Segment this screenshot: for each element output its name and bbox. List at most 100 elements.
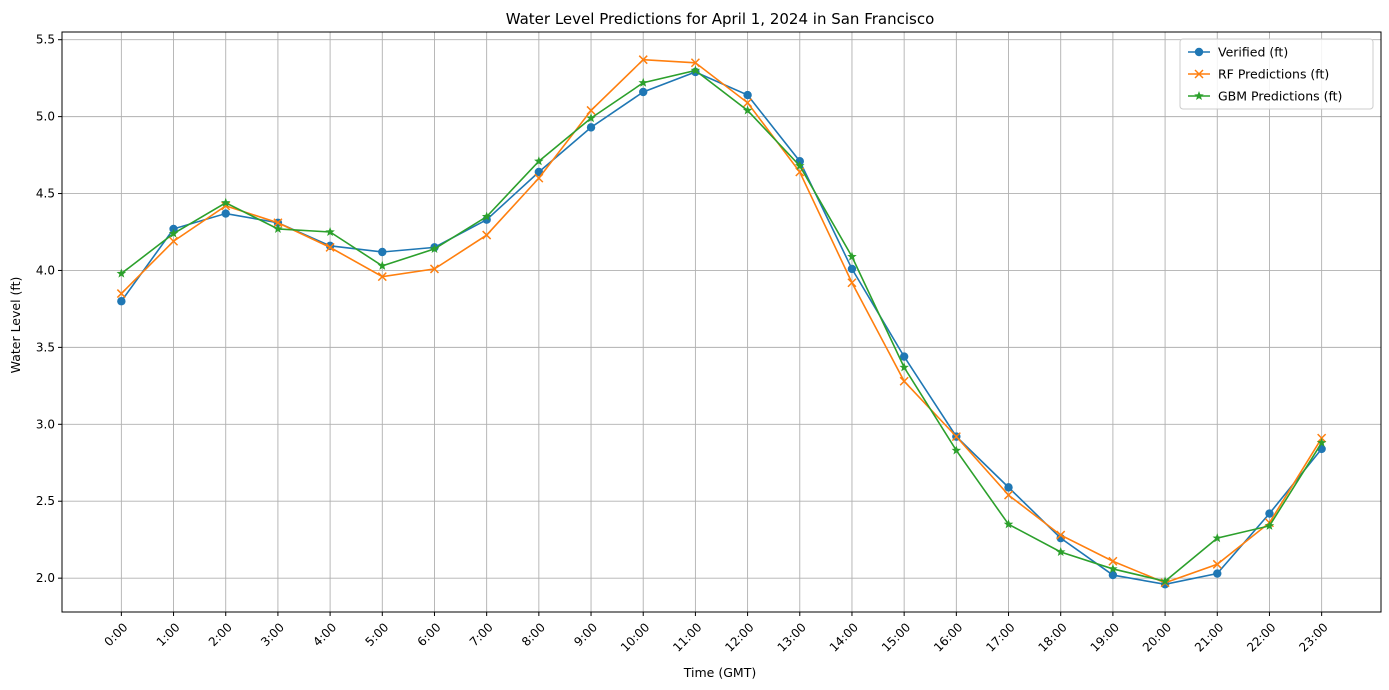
x-tick-label: 20:00 — [1140, 620, 1174, 654]
data-point — [325, 242, 335, 252]
data-point — [743, 98, 753, 108]
data-point — [899, 376, 909, 386]
data-point — [429, 264, 440, 274]
x-tick-label: 7:00 — [467, 620, 496, 649]
data-point — [221, 209, 230, 218]
x-tick-label: 18:00 — [1035, 620, 1069, 654]
x-tick-label: 5:00 — [362, 620, 391, 649]
data-point — [1055, 547, 1066, 557]
legend-marker — [1194, 91, 1204, 101]
data-point — [377, 260, 388, 270]
legend-label: Verified (ft) — [1218, 45, 1288, 60]
x-tick-label: 4:00 — [310, 620, 339, 649]
x-tick-label: 19:00 — [1088, 620, 1122, 654]
x-tick-label: 2:00 — [206, 620, 235, 649]
legend-marker — [1194, 69, 1204, 79]
data-point — [1213, 569, 1222, 578]
series-line — [120, 58, 1323, 584]
data-point — [220, 197, 231, 207]
data-point — [534, 156, 544, 166]
data-point — [377, 272, 387, 282]
data-point — [1108, 570, 1118, 580]
legend-label: GBM Predictions (ft) — [1218, 89, 1342, 104]
axes: 0:00 1:00 2:00 3:00 4:00 5:00 6:00 7:00 8:00 9:00… — [36, 31, 1382, 655]
data-point — [482, 230, 492, 240]
y-axis-label: Water Level (ft) — [8, 277, 23, 374]
y-tick-label: 5.0 — [36, 110, 55, 124]
x-tick-label: 11:00 — [670, 620, 704, 654]
data-point — [273, 218, 283, 228]
data-point — [221, 201, 231, 211]
x-tick-label: 21:00 — [1192, 620, 1226, 654]
x-tick-label: 15:00 — [879, 620, 913, 654]
data-point — [325, 227, 335, 237]
data-point — [169, 236, 179, 246]
data-point — [847, 264, 857, 274]
legend-marker — [1194, 47, 1204, 57]
x-tick-label: 17:00 — [983, 620, 1017, 654]
series-1 — [117, 67, 1326, 589]
data-point — [481, 211, 492, 221]
y-tick-label: 3.0 — [36, 417, 55, 431]
series-3 — [116, 65, 1327, 586]
grid — [62, 32, 1381, 612]
data-point — [534, 173, 544, 183]
data-point — [795, 160, 805, 170]
legend-item: GBM Predictions (ft) — [1188, 89, 1342, 104]
data-point — [168, 228, 179, 238]
chart-title: Water Level Predictions for April 1, 202… — [506, 10, 935, 28]
data-point — [638, 77, 648, 87]
x-tick-label: 9:00 — [571, 620, 600, 649]
data-point — [116, 268, 127, 278]
series-2 — [116, 55, 1327, 588]
y-tick-label: 3.5 — [36, 340, 55, 354]
x-tick-label: 10:00 — [618, 620, 652, 654]
y-tick-label: 2.0 — [36, 571, 55, 585]
y-tick-label: 2.5 — [36, 494, 55, 508]
legend-item: Verified (ft) — [1188, 45, 1288, 60]
x-tick-label: 6:00 — [415, 620, 444, 649]
data-point — [743, 90, 752, 100]
data-point — [117, 297, 126, 306]
data-point — [1108, 563, 1118, 573]
data-point — [586, 123, 596, 132]
plot-frame — [61, 31, 1382, 613]
x-axis-label: Time (GMT) — [683, 665, 756, 680]
data-point — [899, 352, 909, 361]
data-point — [1212, 533, 1223, 543]
data-point — [951, 445, 962, 455]
data-point — [273, 223, 283, 233]
data-point — [742, 105, 753, 115]
data-point — [951, 432, 961, 442]
series-line — [120, 69, 1323, 583]
data-point — [586, 113, 596, 123]
x-tick-label: 1:00 — [154, 620, 183, 649]
y-tick-label: 4.5 — [36, 187, 55, 201]
data-point — [639, 87, 648, 97]
data-point — [847, 278, 857, 288]
legend-label: RF Predictions (ft) — [1218, 67, 1329, 82]
data-point — [690, 65, 701, 75]
data-point — [1003, 490, 1014, 500]
data-point — [1212, 559, 1222, 569]
legend-item: RF Predictions (ft) — [1188, 67, 1329, 82]
data-point — [1160, 576, 1170, 586]
x-tick-label: 0:00 — [102, 620, 131, 649]
series-layer — [116, 55, 1327, 589]
y-tick-label: 5.5 — [36, 33, 55, 47]
x-tick-label: 22:00 — [1244, 620, 1278, 654]
data-point — [1003, 519, 1014, 529]
data-point — [1056, 530, 1066, 540]
x-tick-label: 3:00 — [258, 620, 287, 649]
series-line — [120, 71, 1323, 586]
x-tick-label: 16:00 — [931, 620, 965, 654]
data-point — [429, 243, 440, 253]
legend: Verified (ft) RF Predictions (ft) GBM Pred… — [1179, 38, 1374, 110]
data-point — [638, 55, 648, 65]
data-point — [690, 58, 700, 68]
x-tick-label: 23:00 — [1296, 620, 1330, 654]
data-point — [116, 289, 126, 299]
x-tick-label: 12:00 — [722, 620, 756, 654]
